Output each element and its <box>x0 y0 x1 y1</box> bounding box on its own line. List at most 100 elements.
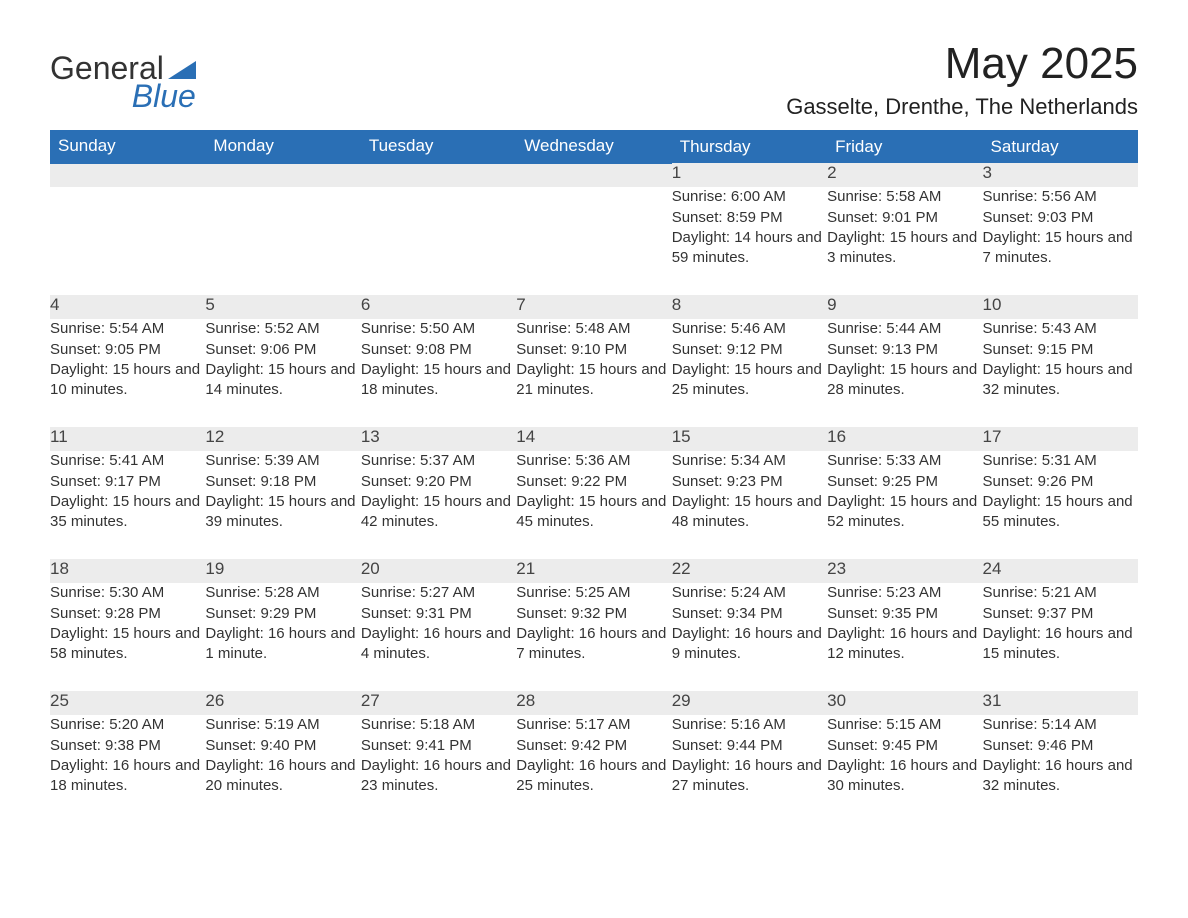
sunset-text: Sunset: 9:34 PM <box>672 604 827 624</box>
empty-cell <box>50 163 205 187</box>
daylight-text: Daylight: 16 hours and 32 minutes. <box>983 756 1138 797</box>
day-number: 19 <box>205 559 360 583</box>
day-number: 8 <box>672 295 827 319</box>
daylight-text: Daylight: 15 hours and 14 minutes. <box>205 360 360 401</box>
day-number: 29 <box>672 691 827 715</box>
daylight-text: Daylight: 16 hours and 30 minutes. <box>827 756 982 797</box>
day-detail: Sunrise: 5:56 AMSunset: 9:03 PMDaylight:… <box>983 187 1138 295</box>
sunrise-text: Sunrise: 5:44 AM <box>827 319 982 339</box>
sunset-text: Sunset: 9:15 PM <box>983 340 1138 360</box>
day-detail: Sunrise: 5:23 AMSunset: 9:35 PMDaylight:… <box>827 583 982 691</box>
sunset-text: Sunset: 9:38 PM <box>50 736 205 756</box>
sunset-text: Sunset: 9:20 PM <box>361 472 516 492</box>
logo: General Blue <box>50 40 196 112</box>
sunset-text: Sunset: 9:28 PM <box>50 604 205 624</box>
daylight-text: Daylight: 16 hours and 25 minutes. <box>516 756 671 797</box>
weekday-header: Saturday <box>983 130 1138 163</box>
day-detail: Sunrise: 5:14 AMSunset: 9:46 PMDaylight:… <box>983 715 1138 823</box>
sunrise-text: Sunrise: 5:20 AM <box>50 715 205 735</box>
day-number: 17 <box>983 427 1138 451</box>
daylight-text: Daylight: 16 hours and 18 minutes. <box>50 756 205 797</box>
sunset-text: Sunset: 9:44 PM <box>672 736 827 756</box>
sunset-text: Sunset: 9:10 PM <box>516 340 671 360</box>
day-detail: Sunrise: 5:24 AMSunset: 9:34 PMDaylight:… <box>672 583 827 691</box>
sunrise-text: Sunrise: 5:23 AM <box>827 583 982 603</box>
detail-row: Sunrise: 5:54 AMSunset: 9:05 PMDaylight:… <box>50 319 1138 427</box>
weekday-header: Sunday <box>50 130 205 163</box>
daynum-row: 25262728293031 <box>50 691 1138 715</box>
daylight-text: Daylight: 15 hours and 39 minutes. <box>205 492 360 533</box>
sunset-text: Sunset: 9:26 PM <box>983 472 1138 492</box>
day-number: 15 <box>672 427 827 451</box>
calendar-head: SundayMondayTuesdayWednesdayThursdayFrid… <box>50 130 1138 163</box>
daylight-text: Daylight: 16 hours and 15 minutes. <box>983 624 1138 665</box>
day-detail: Sunrise: 5:15 AMSunset: 9:45 PMDaylight:… <box>827 715 982 823</box>
daylight-text: Daylight: 15 hours and 7 minutes. <box>983 228 1138 269</box>
day-number: 10 <box>983 295 1138 319</box>
calendar-table: SundayMondayTuesdayWednesdayThursdayFrid… <box>50 130 1138 823</box>
sunrise-text: Sunrise: 5:19 AM <box>205 715 360 735</box>
day-number: 16 <box>827 427 982 451</box>
daylight-text: Daylight: 15 hours and 58 minutes. <box>50 624 205 665</box>
daylight-text: Daylight: 16 hours and 9 minutes. <box>672 624 827 665</box>
sunset-text: Sunset: 9:17 PM <box>50 472 205 492</box>
empty-cell <box>361 163 516 187</box>
sunrise-text: Sunrise: 5:52 AM <box>205 319 360 339</box>
sunrise-text: Sunrise: 5:36 AM <box>516 451 671 471</box>
sunrise-text: Sunrise: 5:33 AM <box>827 451 982 471</box>
day-detail: Sunrise: 6:00 AMSunset: 8:59 PMDaylight:… <box>672 187 827 295</box>
sunrise-text: Sunrise: 5:48 AM <box>516 319 671 339</box>
sunrise-text: Sunrise: 5:56 AM <box>983 187 1138 207</box>
day-number: 28 <box>516 691 671 715</box>
daylight-text: Daylight: 15 hours and 3 minutes. <box>827 228 982 269</box>
weekday-header: Thursday <box>672 130 827 163</box>
sunset-text: Sunset: 9:08 PM <box>361 340 516 360</box>
day-detail: Sunrise: 5:18 AMSunset: 9:41 PMDaylight:… <box>361 715 516 823</box>
sunset-text: Sunset: 9:25 PM <box>827 472 982 492</box>
day-detail: Sunrise: 5:50 AMSunset: 9:08 PMDaylight:… <box>361 319 516 427</box>
sunset-text: Sunset: 9:35 PM <box>827 604 982 624</box>
daylight-text: Daylight: 15 hours and 35 minutes. <box>50 492 205 533</box>
daylight-text: Daylight: 15 hours and 48 minutes. <box>672 492 827 533</box>
day-number: 30 <box>827 691 982 715</box>
day-detail: Sunrise: 5:34 AMSunset: 9:23 PMDaylight:… <box>672 451 827 559</box>
sunrise-text: Sunrise: 5:58 AM <box>827 187 982 207</box>
day-detail: Sunrise: 5:21 AMSunset: 9:37 PMDaylight:… <box>983 583 1138 691</box>
weekday-row: SundayMondayTuesdayWednesdayThursdayFrid… <box>50 130 1138 163</box>
title-block: May 2025 Gasselte, Drenthe, The Netherla… <box>786 40 1138 120</box>
daylight-text: Daylight: 15 hours and 55 minutes. <box>983 492 1138 533</box>
day-detail: Sunrise: 5:33 AMSunset: 9:25 PMDaylight:… <box>827 451 982 559</box>
sunrise-text: Sunrise: 5:18 AM <box>361 715 516 735</box>
sunrise-text: Sunrise: 5:17 AM <box>516 715 671 735</box>
day-number: 3 <box>983 163 1138 187</box>
day-detail: Sunrise: 5:44 AMSunset: 9:13 PMDaylight:… <box>827 319 982 427</box>
sunrise-text: Sunrise: 5:46 AM <box>672 319 827 339</box>
daynum-row: 45678910 <box>50 295 1138 319</box>
day-detail: Sunrise: 5:46 AMSunset: 9:12 PMDaylight:… <box>672 319 827 427</box>
daylight-text: Daylight: 16 hours and 12 minutes. <box>827 624 982 665</box>
daynum-row: 18192021222324 <box>50 559 1138 583</box>
sunrise-text: Sunrise: 5:14 AM <box>983 715 1138 735</box>
daylight-text: Daylight: 16 hours and 20 minutes. <box>205 756 360 797</box>
sunset-text: Sunset: 9:32 PM <box>516 604 671 624</box>
daylight-text: Daylight: 15 hours and 52 minutes. <box>827 492 982 533</box>
daylight-text: Daylight: 15 hours and 45 minutes. <box>516 492 671 533</box>
day-detail: Sunrise: 5:28 AMSunset: 9:29 PMDaylight:… <box>205 583 360 691</box>
day-number: 12 <box>205 427 360 451</box>
day-number: 25 <box>50 691 205 715</box>
sunset-text: Sunset: 9:05 PM <box>50 340 205 360</box>
sunset-text: Sunset: 9:23 PM <box>672 472 827 492</box>
sunrise-text: Sunrise: 5:37 AM <box>361 451 516 471</box>
day-number: 2 <box>827 163 982 187</box>
sunrise-text: Sunrise: 5:31 AM <box>983 451 1138 471</box>
sunrise-text: Sunrise: 5:30 AM <box>50 583 205 603</box>
daynum-row: 11121314151617 <box>50 427 1138 451</box>
day-number: 13 <box>361 427 516 451</box>
sunset-text: Sunset: 9:42 PM <box>516 736 671 756</box>
daylight-text: Daylight: 16 hours and 7 minutes. <box>516 624 671 665</box>
sunset-text: Sunset: 9:06 PM <box>205 340 360 360</box>
sunrise-text: Sunrise: 5:41 AM <box>50 451 205 471</box>
day-detail: Sunrise: 5:54 AMSunset: 9:05 PMDaylight:… <box>50 319 205 427</box>
day-number: 23 <box>827 559 982 583</box>
sunrise-text: Sunrise: 5:39 AM <box>205 451 360 471</box>
